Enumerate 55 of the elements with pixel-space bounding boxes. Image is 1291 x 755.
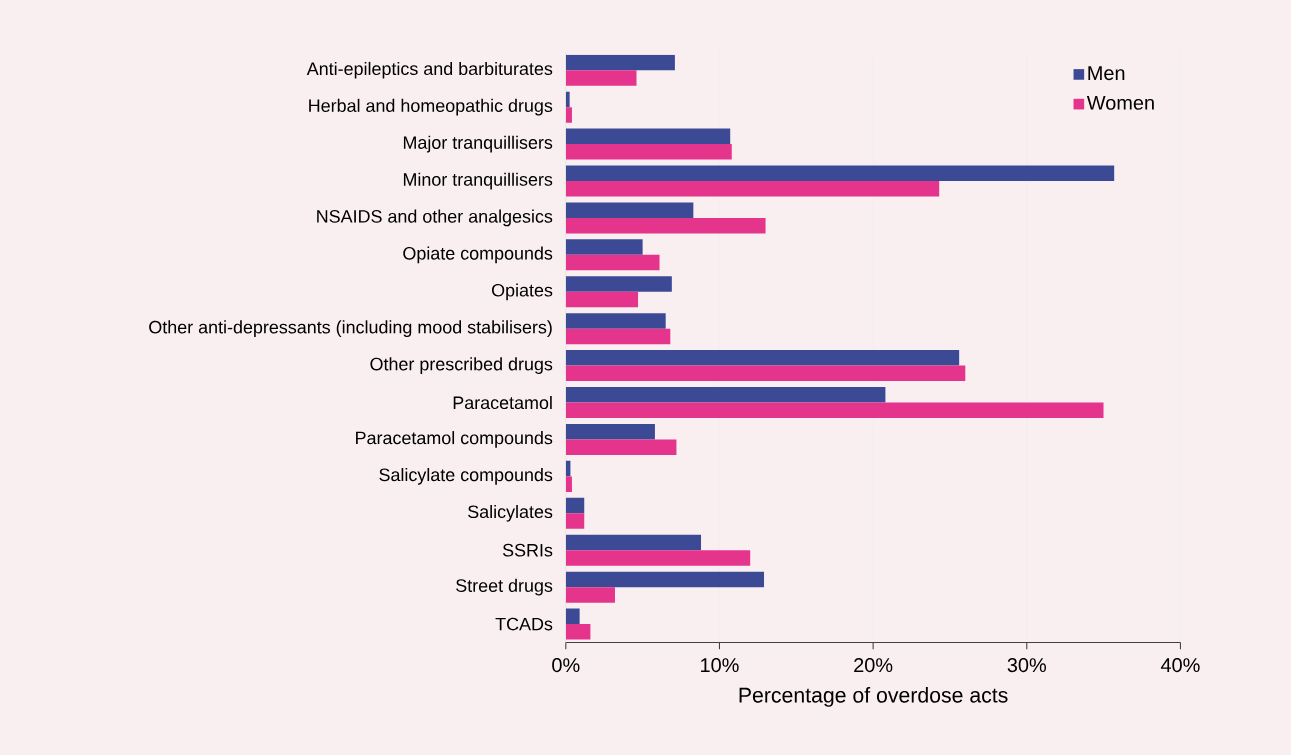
- bar: [565, 534, 702, 551]
- bar: [565, 254, 660, 271]
- bar: [565, 144, 732, 160]
- y-tick-label: Anti-epileptics and barbiturates: [306, 61, 553, 79]
- bar: [565, 107, 572, 123]
- bar: [565, 291, 639, 308]
- x-tick-label: 40%: [1160, 658, 1200, 673]
- bar: [565, 350, 960, 366]
- y-tick-label: Herbal and homeopathic drugs: [309, 98, 553, 116]
- bar: [565, 313, 666, 329]
- y-tick-label: Major tranquillisers: [403, 135, 553, 153]
- y-tick-label: Opiates: [491, 283, 553, 301]
- y-tick-label: Opiate compounds: [403, 246, 553, 264]
- bar: [565, 239, 643, 255]
- legend-label: Men: [1088, 66, 1125, 81]
- bar: [565, 365, 966, 382]
- bar: [565, 128, 731, 145]
- bar: [565, 202, 694, 218]
- x-tick-label: 20%: [854, 658, 893, 673]
- bar: [565, 165, 1115, 181]
- x-tick-label: 10%: [701, 658, 739, 673]
- x-tick-label: 30%: [1007, 658, 1046, 673]
- bar: [565, 423, 655, 440]
- bar: [565, 180, 940, 197]
- bar: [565, 497, 585, 514]
- x-tick-label: 0%: [552, 658, 580, 673]
- y-tick-label: Salicylates: [468, 504, 553, 522]
- y-tick-label: Street drugs: [456, 578, 553, 596]
- y-tick-label: Other anti-depressants (including mood stabilisers): [149, 320, 552, 338]
- legend-label: Women: [1086, 95, 1154, 110]
- bar: [565, 587, 615, 603]
- bar: [565, 402, 1104, 419]
- y-tick-label: Paracetamol: [453, 395, 552, 410]
- bar: [565, 70, 637, 86]
- bar: [565, 91, 570, 108]
- bar: [565, 571, 765, 588]
- y-tick-label: TCADs: [495, 617, 553, 631]
- y-tick-label: Other prescribed drugs: [370, 357, 553, 374]
- bar: [565, 217, 766, 234]
- bar: [565, 328, 671, 345]
- y-tick-label: Minor tranquillisers: [403, 172, 553, 190]
- bar: [565, 550, 751, 566]
- bar: [565, 608, 580, 625]
- bar: [565, 476, 572, 492]
- y-tick-label: SSRIs: [502, 543, 553, 557]
- bar: [565, 387, 886, 403]
- bar: [565, 439, 677, 455]
- y-tick-label: NSAIDS and other analgesics: [317, 209, 553, 227]
- y-tick-label: Salicylate compounds: [379, 467, 553, 485]
- y-tick-label: Paracetamol compounds: [356, 431, 553, 448]
- bar: [565, 54, 675, 71]
- bar: [565, 513, 585, 529]
- x-axis-title: Percentage of overdose acts: [739, 687, 1008, 707]
- bar: [565, 276, 672, 292]
- bar: [565, 624, 591, 640]
